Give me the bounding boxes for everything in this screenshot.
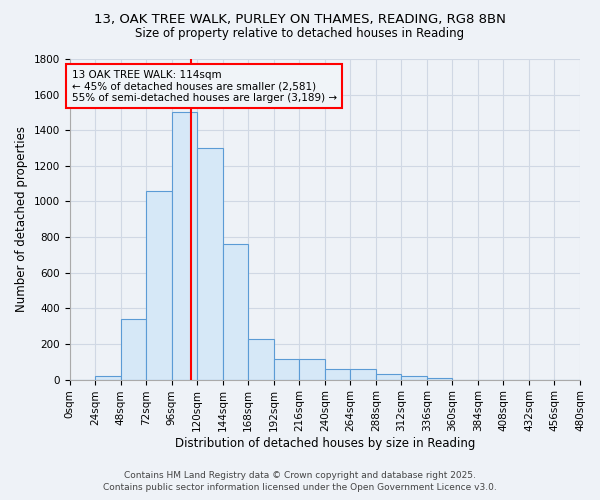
X-axis label: Distribution of detached houses by size in Reading: Distribution of detached houses by size … bbox=[175, 437, 475, 450]
Bar bbox=[401, 376, 427, 380]
Bar bbox=[121, 319, 146, 380]
Bar bbox=[325, 369, 350, 380]
Bar bbox=[376, 374, 401, 380]
Text: 13 OAK TREE WALK: 114sqm
← 45% of detached houses are smaller (2,581)
55% of sem: 13 OAK TREE WALK: 114sqm ← 45% of detach… bbox=[71, 70, 337, 103]
Text: Contains HM Land Registry data © Crown copyright and database right 2025.
Contai: Contains HM Land Registry data © Crown c… bbox=[103, 471, 497, 492]
Bar bbox=[197, 148, 223, 380]
Y-axis label: Number of detached properties: Number of detached properties bbox=[15, 126, 28, 312]
Text: Size of property relative to detached houses in Reading: Size of property relative to detached ho… bbox=[136, 28, 464, 40]
Bar bbox=[223, 244, 248, 380]
Bar bbox=[146, 191, 172, 380]
Text: 13, OAK TREE WALK, PURLEY ON THAMES, READING, RG8 8BN: 13, OAK TREE WALK, PURLEY ON THAMES, REA… bbox=[94, 12, 506, 26]
Bar bbox=[350, 369, 376, 380]
Bar bbox=[427, 378, 452, 380]
Bar bbox=[248, 338, 274, 380]
Bar bbox=[299, 359, 325, 380]
Bar bbox=[95, 376, 121, 380]
Bar bbox=[172, 112, 197, 380]
Bar bbox=[274, 359, 299, 380]
